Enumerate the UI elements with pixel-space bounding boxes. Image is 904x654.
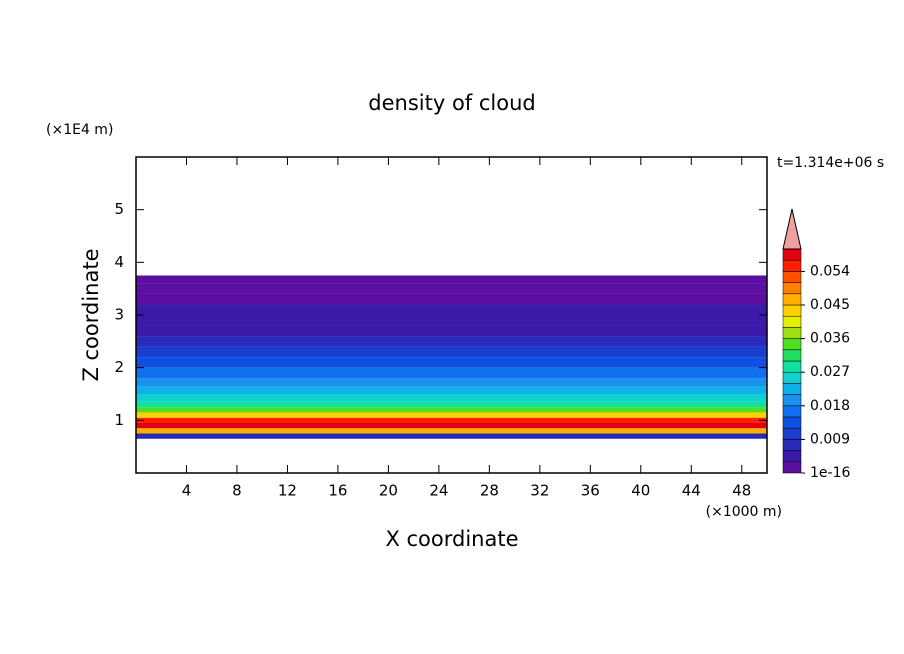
colorbar-swatch <box>782 416 802 429</box>
colorbar-swatch <box>782 293 802 306</box>
colorbar-swatch <box>782 371 802 384</box>
colorbar-swatch <box>782 405 802 418</box>
chart-title: density of cloud <box>368 91 535 115</box>
colorbar-swatch <box>782 349 802 362</box>
contour-band <box>136 417 767 423</box>
contour-band <box>136 428 767 434</box>
colorbar-swatch <box>782 282 802 295</box>
x-tick-label: 44 <box>682 482 701 500</box>
colorbar-swatch <box>782 304 802 317</box>
contour-band <box>136 422 767 429</box>
contour-band <box>136 275 767 284</box>
y-tick-label: 4 <box>114 253 124 271</box>
contour-band <box>136 407 767 413</box>
annotation: t=1.314e+06 s <box>777 155 884 171</box>
colorbar-label: 0.036 <box>810 331 850 347</box>
colorbar-swatch <box>782 360 802 373</box>
contour-band <box>136 378 767 387</box>
x-tick-label: 28 <box>480 482 499 500</box>
colorbar-swatch <box>782 450 802 463</box>
colorbar-swatch <box>782 427 802 440</box>
contour-band <box>136 394 767 402</box>
colorbar-swatch <box>782 259 802 272</box>
contour-band <box>136 386 767 394</box>
y-tick-label: 1 <box>114 411 124 429</box>
colorbar-label: 1e-16 <box>810 465 850 481</box>
x-tick-label: 40 <box>631 482 650 500</box>
contour-band <box>136 401 767 408</box>
colorbar-label: 0.027 <box>810 364 850 380</box>
x-axis-label: X coordinate <box>385 527 518 551</box>
contour-band <box>136 346 767 358</box>
colorbar-swatch <box>782 327 802 339</box>
contour-band <box>136 293 767 305</box>
colorbar-swatch <box>782 271 802 283</box>
x-tick-label: 4 <box>182 482 192 500</box>
colorbar-extend <box>782 208 802 250</box>
colorbar-label: 0.045 <box>810 297 850 313</box>
colorbar-swatch <box>782 383 802 395</box>
colorbar-swatch <box>782 315 802 328</box>
contour-band <box>136 315 767 326</box>
contour-band <box>136 412 767 418</box>
y-tick-label: 5 <box>114 200 124 218</box>
x-tick-label: 20 <box>379 482 398 500</box>
colorbar-label: 0.054 <box>810 263 850 279</box>
x-tick-label: 12 <box>278 482 297 500</box>
x-tick-label: 32 <box>530 482 549 500</box>
x-tick-label: 24 <box>429 482 448 500</box>
colorbar-label: 0.018 <box>810 398 850 414</box>
colorbar-swatch <box>782 338 802 351</box>
colorbar-swatch <box>782 248 802 261</box>
y-tick-label: 3 <box>114 306 124 324</box>
x-tick-label: 48 <box>732 482 751 500</box>
contour-band <box>136 367 767 379</box>
x-tick-label: 36 <box>581 482 600 500</box>
x-unit: (×1000 m) <box>706 504 782 520</box>
contour-band <box>136 433 767 439</box>
y-tick-label: 2 <box>114 358 124 376</box>
colorbar-label: 0.009 <box>810 431 850 447</box>
colorbar-swatch <box>782 461 802 474</box>
y-unit: (×1E4 m) <box>46 122 113 138</box>
contour-band <box>136 357 767 368</box>
x-tick-label: 8 <box>232 482 242 500</box>
y-axis-label: Z coordinate <box>79 248 103 381</box>
x-tick-label: 16 <box>328 482 347 500</box>
colorbar-swatch <box>782 439 802 451</box>
contour-band <box>136 304 767 315</box>
contour-band <box>136 325 767 337</box>
colorbar-swatch <box>782 394 802 407</box>
contour-band <box>136 283 767 294</box>
contour-band <box>136 336 767 347</box>
